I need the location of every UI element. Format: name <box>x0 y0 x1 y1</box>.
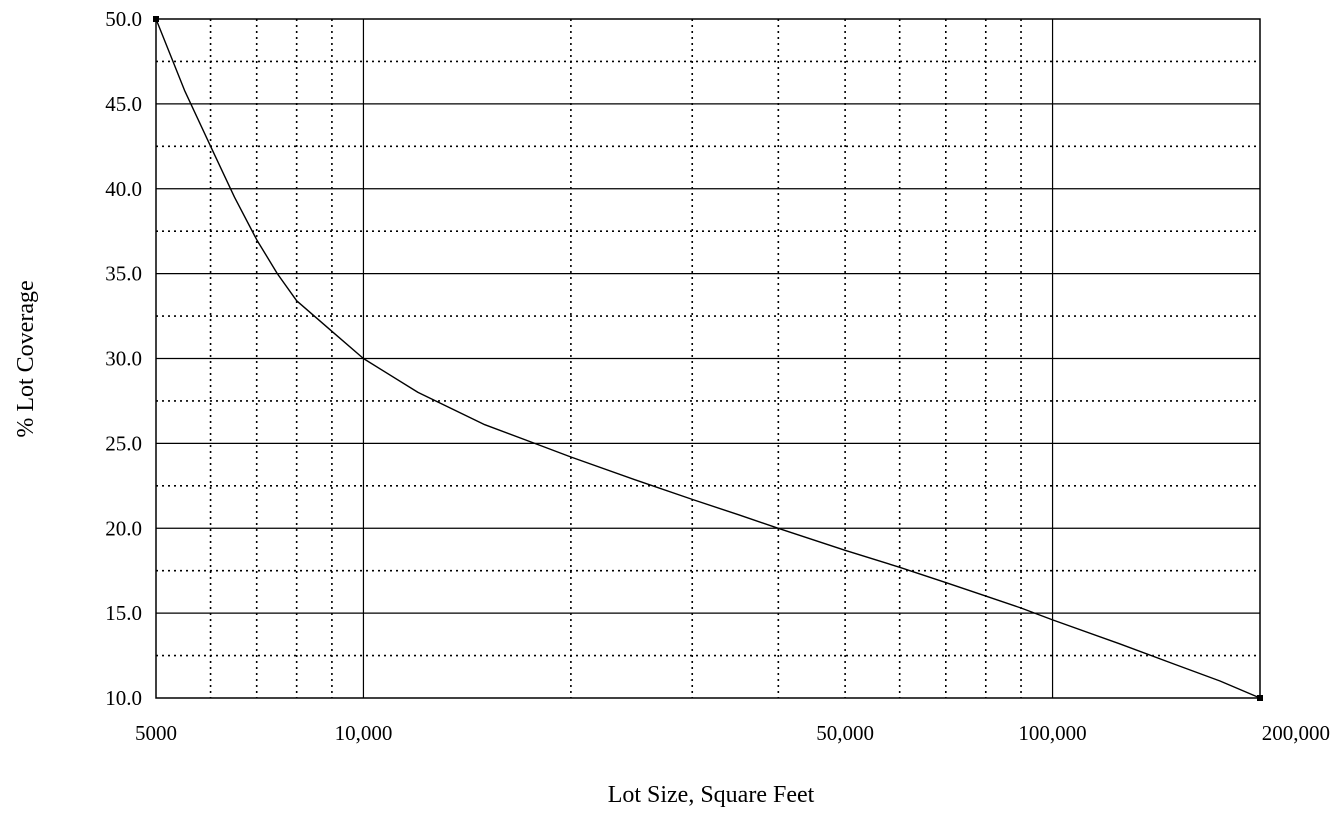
x-tick-labels: 5000 10,000 50,000 100,000 200,000 <box>135 721 1330 745</box>
x-axis-title: Lot Size, Square Feet <box>608 782 815 808</box>
x-tick-label: 10,000 <box>335 721 393 745</box>
y-tick-label: 45.0 <box>105 92 142 116</box>
x-tick-label: 50,000 <box>816 721 874 745</box>
y-tick-label: 35.0 <box>105 262 142 286</box>
x-tick-label: 100,000 <box>1018 721 1086 745</box>
y-tick-label: 30.0 <box>105 347 142 371</box>
y-tick-label: 20.0 <box>105 516 142 540</box>
y-tick-labels: 10.0 15.0 20.0 25.0 30.0 35.0 40.0 45.0 50.0 <box>105 7 142 710</box>
y-tick-label: 15.0 <box>105 601 142 625</box>
lot-coverage-curve <box>155 18 1261 699</box>
y-axis-title: % Lot Coverage <box>13 280 39 437</box>
y-tick-label: 10.0 <box>105 686 142 710</box>
y-tick-label: 40.0 <box>105 177 142 201</box>
grid <box>156 19 1260 698</box>
y-tick-label: 25.0 <box>105 431 142 455</box>
x-tick-label: 5000 <box>135 721 177 745</box>
x-tick-label: 200,000 <box>1262 721 1330 745</box>
y-tick-label: 50.0 <box>105 7 142 31</box>
plot-frame <box>155 18 1261 699</box>
plot-border <box>155 18 1261 699</box>
